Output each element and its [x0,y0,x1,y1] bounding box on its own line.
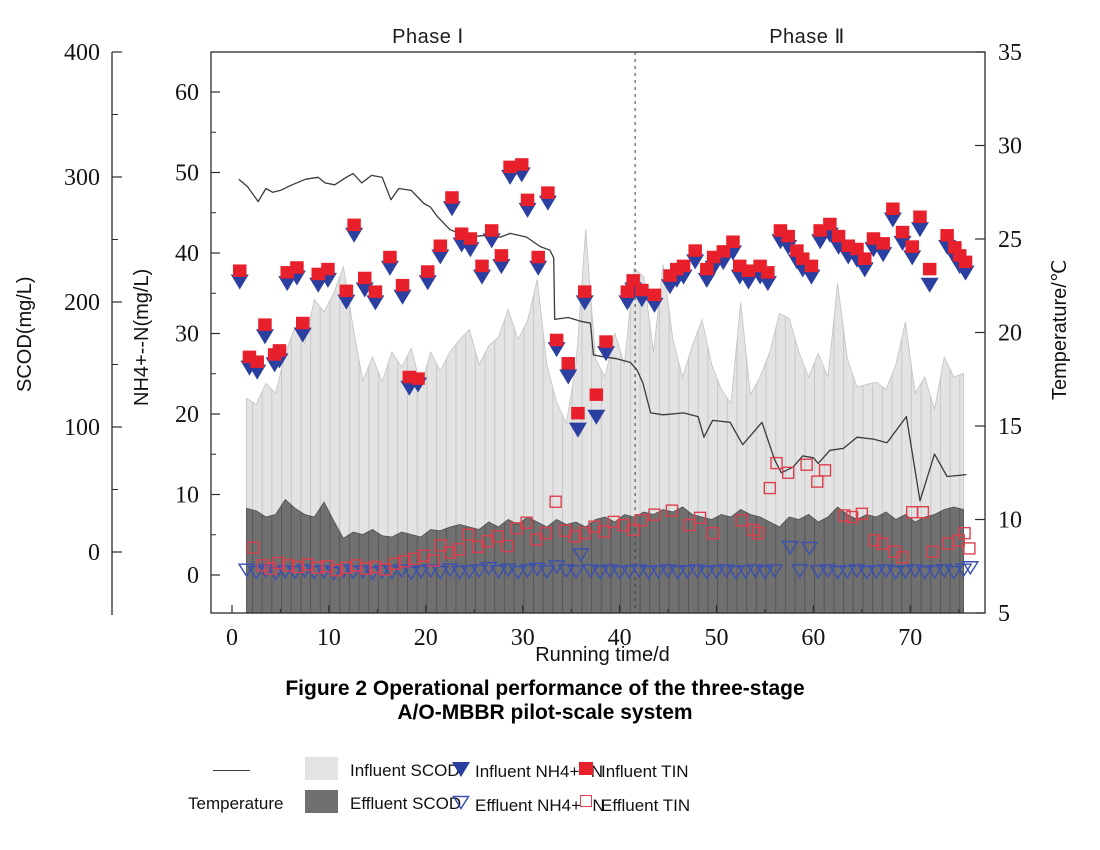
svg-text:400: 400 [64,40,100,66]
temperature-line-swatch [213,770,250,771]
legend-influent-tin-label: Influent TIN [601,762,689,781]
phase-1-label: Phase Ⅰ [392,26,464,48]
effluent-tin-marker-icon [580,795,592,807]
svg-text:35: 35 [998,40,1022,66]
phase-2-label: Phase Ⅱ [769,26,845,48]
figure-caption-line1: Figure 2 Operational performance of the … [285,677,805,700]
svg-text:0: 0 [88,540,100,566]
influent-nh4-marker-icon [452,762,470,777]
influent-tin-marker-icon [579,762,593,775]
effluent-scod-swatch [305,790,338,813]
temperature-line [238,172,967,502]
svg-text:50: 50 [175,161,199,187]
svg-text:300: 300 [64,165,100,191]
x-axis-title: Running time/d [535,644,670,666]
svg-text:30: 30 [175,322,199,348]
svg-text:25: 25 [998,227,1022,253]
influent-scod-area [246,229,964,614]
svg-text:10: 10 [175,483,199,509]
influent-tin-markers [233,158,973,420]
svg-text:60: 60 [801,625,825,651]
svg-text:20: 20 [998,321,1022,347]
svg-text:5: 5 [998,601,1010,627]
legend-influent-scod-label: Influent SCOD [350,761,460,780]
legend-influent-nh4-label: Influent NH4+--N [475,762,604,781]
svg-text:20: 20 [414,625,438,651]
effluent-tin-markers [247,456,976,577]
svg-text:60: 60 [175,80,199,106]
tick-labels: 0 100 200 300 400 0 10 20 30 40 50 60 5 10 15 20 25 30 35 0… [64,40,1022,651]
svg-text:40: 40 [608,625,632,651]
legend-effluent-nh4-label: Effluent NH4+--N [475,796,605,815]
effluent-nh4-marker-icon [452,795,470,810]
svg-text:50: 50 [705,625,729,651]
legend-temperature-label: Temperature [188,794,284,813]
svg-text:0: 0 [187,563,199,589]
svg-text:70: 70 [898,625,922,651]
legend-effluent-tin-label: Effluent TIN [601,796,691,815]
temperature-axis-title: Temperature/℃ [1049,259,1071,400]
svg-text:100: 100 [64,415,100,441]
influent-scod-swatch [305,757,338,780]
axis-ticks [112,51,985,614]
svg-text:10: 10 [998,508,1022,534]
svg-text:40: 40 [175,241,199,267]
svg-text:20: 20 [175,402,199,428]
svg-text:10: 10 [317,625,341,651]
svg-text:0: 0 [226,625,238,651]
svg-text:30: 30 [511,625,535,651]
scod-axis-title: SCOD(mg/L) [14,276,36,392]
svg-text:30: 30 [998,134,1022,160]
svg-text:15: 15 [998,414,1022,440]
nh4-axis-title: NH4+--N(mg/L) [131,268,153,406]
svg-text:200: 200 [64,290,100,316]
legend-effluent-scod-label: Effluent SCOD [350,794,462,813]
figure-caption-line2: A/O-MBBR pilot-scale system [397,701,693,724]
